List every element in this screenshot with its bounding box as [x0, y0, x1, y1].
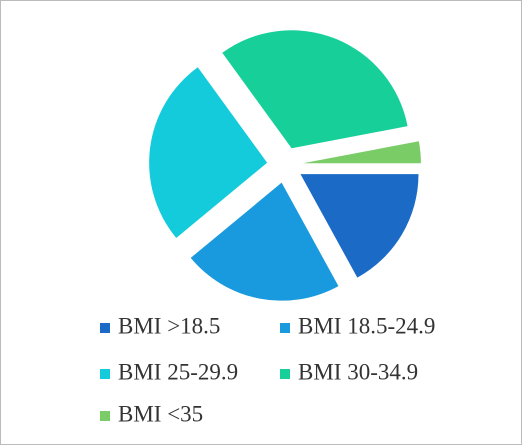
pie-slice: [300, 174, 419, 278]
legend-swatch: [280, 323, 290, 333]
legend-swatch: [280, 369, 290, 379]
legend-swatch: [100, 369, 110, 379]
legend-swatch: [100, 411, 110, 421]
legend-label: BMI >18.5: [118, 313, 220, 338]
pie-slice: [149, 67, 268, 238]
legend-label: BMI 18.5-24.9: [298, 313, 435, 338]
pie-slice: [222, 30, 408, 149]
pie-slice: [302, 141, 421, 164]
legend-swatch: [100, 323, 110, 333]
pie-slice: [190, 182, 339, 301]
legend-label: BMI <35: [118, 401, 203, 426]
legend-label: BMI 25-29.9: [118, 359, 238, 384]
legend-label: BMI 30-34.9: [298, 359, 418, 384]
